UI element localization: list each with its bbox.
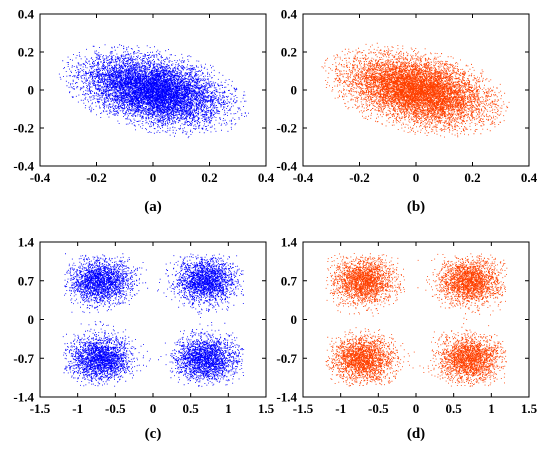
scatter-points (62, 253, 245, 387)
y-tick-label: -0.7 (13, 351, 34, 366)
y-tick-label: -1.4 (276, 390, 297, 405)
x-tick-label: 0.4 (258, 170, 275, 185)
x-tick-label: -1.5 (293, 401, 314, 416)
y-tick-label: -0.7 (276, 351, 297, 366)
x-tick-label: 0.2 (201, 170, 217, 185)
y-tick-label: -0.4 (276, 159, 297, 174)
y-tick-label: -0.2 (276, 121, 297, 136)
x-tick-label: -1 (335, 401, 346, 416)
x-tick-label: -0.2 (86, 170, 107, 185)
panel-label: (b) (407, 199, 425, 215)
y-tick-label: -1.4 (13, 390, 34, 405)
panel-c: -1.5 -1 -0.5 0 0.5 1 1.5 -1.4 -0.7 0 0.7 1.4 (c) (13, 235, 274, 443)
x-tick-label: 1.5 (521, 401, 538, 416)
y-tick-label: 0 (291, 83, 298, 98)
panel-label: (a) (144, 199, 162, 215)
y-tick-label: 0 (28, 312, 35, 327)
y-tick-label: 0.4 (18, 7, 35, 22)
x-tick-label: -1.5 (30, 401, 51, 416)
x-tick-label: 0.5 (183, 401, 200, 416)
y-tick-label: 1.4 (281, 235, 298, 250)
x-tick-label: -0.4 (293, 170, 314, 185)
x-tick-label: -1 (72, 401, 83, 416)
y-tick-label: 0.7 (18, 273, 35, 288)
x-tick-label: 0.5 (446, 401, 463, 416)
y-tick-label: 0.4 (281, 7, 298, 22)
y-tick-label: 0.7 (281, 273, 298, 288)
x-tick-label: 0 (413, 170, 420, 185)
panel-d: -1.5 -1 -0.5 0 0.5 1 1.5 -1.4 -0.7 0 0.7 1.4 (d) (276, 235, 537, 443)
x-tick-label: 1 (488, 401, 495, 416)
x-tick-label: -0.5 (105, 401, 126, 416)
x-tick-label: 1.5 (258, 401, 275, 416)
y-tick-label: -0.2 (13, 121, 34, 136)
scatter-points (325, 253, 508, 387)
x-tick-label: 0 (150, 401, 157, 416)
y-tick-label: 0.2 (281, 45, 297, 60)
scatter-points (58, 44, 250, 139)
x-tick-label: 0.4 (521, 170, 538, 185)
panel-a: -0.4 -0.2 0 0.2 0.4 -0.4 -0.2 0 0.2 0.4 (a) (13, 7, 274, 216)
y-tick-label: 0 (291, 312, 298, 327)
x-tick-label: -0.2 (349, 170, 370, 185)
y-tick-label: 0.2 (18, 45, 34, 60)
x-tick-label: 1 (225, 401, 232, 416)
panel-label: (c) (145, 426, 162, 442)
x-tick-label: 0.2 (464, 170, 480, 185)
x-tick-label: 0 (150, 170, 157, 185)
panel-b: -0.4 -0.2 0 0.2 0.4 -0.4 -0.2 0 0.2 0.4 (b) (276, 7, 537, 216)
y-tick-label: -0.4 (13, 159, 34, 174)
scatter-points (321, 42, 510, 138)
panel-label: (d) (407, 426, 425, 442)
x-tick-label: -0.5 (368, 401, 389, 416)
y-tick-label: 1.4 (18, 235, 35, 250)
x-tick-label: 0 (413, 401, 420, 416)
y-tick-label: 0 (28, 83, 35, 98)
x-tick-label: -0.4 (30, 170, 51, 185)
